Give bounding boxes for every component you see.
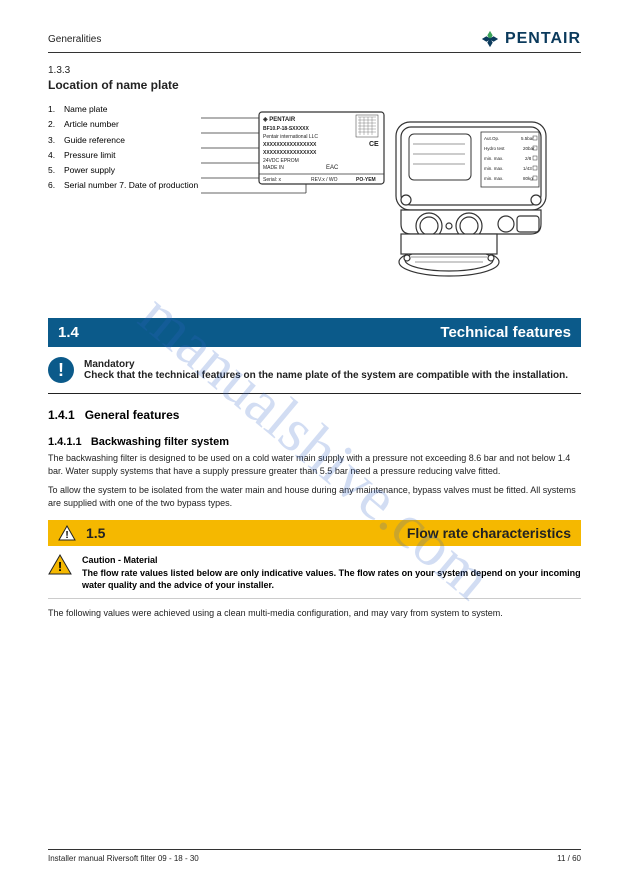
caution-notice: ! Caution - Material The flow rate value…: [48, 546, 581, 599]
page-header: Generalities PENTAIR: [48, 30, 581, 53]
callout-item: 2.Article number: [48, 117, 198, 132]
svg-text:MADE IN: MADE IN: [263, 165, 284, 171]
svg-text:REV.x / WO: REV.x / WO: [311, 177, 338, 183]
callout-list: 1.Name plate 2.Article number 3.Guide re…: [48, 102, 198, 194]
nameplate-diagram: 1.Name plate 2.Article number 3.Guide re…: [48, 102, 581, 312]
svg-text:XXXXXXXXXXXXXXXX: XXXXXXXXXXXXXXXX: [263, 142, 317, 148]
svg-text:!: !: [65, 530, 68, 541]
section-bar-flow-rate: ! 1.5 Flow rate characteristics: [48, 520, 581, 546]
valve-device-illustration: ◈ PENTAIR BF10.P-18-SXXXXX Pentair inter…: [201, 102, 561, 312]
mandatory-notice: ! Mandatory Check that the technical fea…: [48, 347, 581, 394]
callout-item: 5.Power supply: [48, 163, 198, 178]
svg-text:XXXXXXXXXXXXXXXX: XXXXXXXXXXXXXXXX: [263, 150, 317, 156]
callout-item: 4.Pressure limit: [48, 148, 198, 163]
section-number: 1.3.3: [48, 65, 581, 76]
pentair-logo-icon: [481, 30, 499, 48]
bluebar-num: 1.4: [58, 324, 79, 341]
svg-text:Serial: x: Serial: x: [263, 177, 282, 183]
callout-item: 3.Guide reference: [48, 133, 198, 148]
table-intro-text: The following values were achieved using…: [48, 607, 581, 620]
page-footer: Installer manual Riversoft filter 09 - 1…: [48, 849, 581, 863]
section-title: Location of name plate: [48, 78, 581, 92]
svg-text:CE: CE: [369, 141, 379, 148]
footer-doc-title: Installer manual Riversoft filter 09 - 1…: [48, 854, 199, 863]
callout-item: 6.Serial number 7. Date of production: [48, 178, 198, 193]
subsection-num: 1.4.1 General features: [48, 408, 581, 422]
yellowbar-num: 1.5: [86, 525, 105, 541]
body-paragraph: The backwashing filter is designed to be…: [48, 452, 581, 478]
svg-text:!: !: [58, 559, 62, 574]
caution-triangle-icon: !: [48, 554, 72, 575]
header-section-name: Generalities: [48, 34, 101, 45]
bluebar-title: Technical features: [440, 324, 571, 341]
brand-logo-text: PENTAIR: [505, 30, 581, 48]
svg-text:◈ PENTAIR: ◈ PENTAIR: [262, 116, 296, 123]
body-paragraph: To allow the system to be isolated from …: [48, 484, 581, 510]
warning-triangle-icon: !: [58, 525, 76, 541]
mandatory-text: Mandatory Check that the technical featu…: [84, 359, 568, 381]
svg-text:EAC: EAC: [326, 165, 339, 171]
yellowbar-title: Flow rate characteristics: [407, 525, 571, 541]
svg-text:Pentair international LLC: Pentair international LLC: [263, 134, 318, 140]
callout-item: 1.Name plate: [48, 102, 198, 117]
section-bar-tech-features: 1.4 Technical features: [48, 318, 581, 347]
footer-page-number: 11 / 60: [557, 854, 581, 863]
mandatory-icon: !: [48, 357, 74, 383]
brand-logo: PENTAIR: [481, 30, 581, 48]
svg-text:PO-YEM: PO-YEM: [356, 177, 376, 183]
svg-text:BF10.P-18-SXXXXX: BF10.P-18-SXXXXX: [263, 126, 310, 132]
subsubsection-num: 1.4.1.1 Backwashing filter system: [48, 436, 581, 448]
caution-text: Caution - Material The flow rate values …: [82, 554, 581, 592]
svg-text:24VDC EPROM: 24VDC EPROM: [263, 158, 299, 164]
